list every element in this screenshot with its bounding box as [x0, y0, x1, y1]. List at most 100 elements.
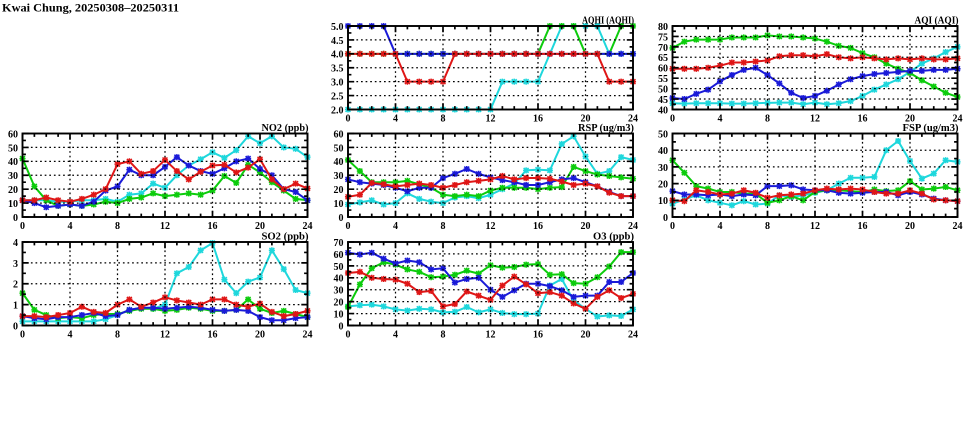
svg-text:60: 60 — [334, 250, 344, 261]
svg-text:0: 0 — [663, 213, 668, 224]
svg-text:16: 16 — [533, 330, 543, 341]
svg-text:50: 50 — [658, 129, 668, 140]
svg-text:16: 16 — [858, 114, 868, 125]
svg-text:0: 0 — [346, 330, 351, 341]
svg-text:40: 40 — [658, 146, 668, 157]
svg-text:50: 50 — [658, 85, 668, 96]
svg-text:3.0: 3.0 — [331, 78, 344, 89]
svg-text:12: 12 — [160, 221, 170, 232]
svg-text:12: 12 — [160, 330, 170, 341]
svg-text:24: 24 — [303, 330, 313, 341]
svg-text:16: 16 — [208, 221, 218, 232]
svg-text:45: 45 — [658, 95, 668, 106]
svg-text:70: 70 — [334, 238, 344, 249]
svg-text:16: 16 — [533, 114, 543, 125]
svg-text:O3 (ppb): O3 (ppb) — [593, 232, 635, 243]
svg-text:0: 0 — [13, 321, 18, 332]
svg-text:4.0: 4.0 — [331, 50, 344, 61]
svg-text:80: 80 — [658, 22, 668, 33]
svg-text:24: 24 — [303, 221, 313, 232]
svg-text:8: 8 — [765, 114, 770, 125]
svg-text:60: 60 — [8, 129, 18, 140]
svg-text:NO2 (ppb): NO2 (ppb) — [262, 123, 309, 134]
svg-text:24: 24 — [628, 330, 638, 341]
svg-text:30: 30 — [8, 171, 18, 182]
svg-text:20: 20 — [905, 221, 915, 232]
svg-text:8: 8 — [115, 330, 120, 341]
svg-text:20: 20 — [255, 221, 265, 232]
svg-text:2.5: 2.5 — [331, 91, 344, 102]
svg-text:24: 24 — [628, 221, 638, 232]
svg-text:16: 16 — [533, 221, 543, 232]
svg-text:4: 4 — [393, 330, 398, 341]
svg-text:8: 8 — [441, 330, 446, 341]
svg-text:60: 60 — [334, 129, 344, 140]
svg-text:24: 24 — [953, 114, 963, 125]
svg-text:0: 0 — [20, 221, 25, 232]
svg-text:4: 4 — [68, 330, 73, 341]
svg-text:3: 3 — [13, 259, 18, 270]
svg-text:30: 30 — [334, 171, 344, 182]
svg-text:65: 65 — [658, 53, 668, 64]
svg-text:4: 4 — [393, 221, 398, 232]
svg-text:20: 20 — [581, 330, 591, 341]
svg-text:AQHI (AQHI): AQHI (AQHI) — [582, 16, 634, 27]
svg-text:20: 20 — [581, 114, 591, 125]
svg-text:3.5: 3.5 — [331, 64, 344, 75]
svg-text:4: 4 — [13, 238, 18, 249]
svg-text:20: 20 — [905, 114, 915, 125]
svg-text:20: 20 — [255, 330, 265, 341]
svg-text:40: 40 — [8, 157, 18, 168]
svg-text:50: 50 — [8, 143, 18, 154]
svg-text:0: 0 — [346, 114, 351, 125]
svg-text:30: 30 — [334, 286, 344, 297]
svg-text:0: 0 — [670, 221, 675, 232]
svg-text:4: 4 — [68, 221, 73, 232]
svg-text:4: 4 — [718, 114, 723, 125]
svg-text:4.5: 4.5 — [331, 36, 344, 47]
svg-text:10: 10 — [334, 309, 344, 320]
svg-text:8: 8 — [441, 114, 446, 125]
svg-text:4: 4 — [718, 221, 723, 232]
svg-text:0: 0 — [670, 114, 675, 125]
svg-text:4: 4 — [393, 114, 398, 125]
svg-text:AQI (AQI): AQI (AQI) — [915, 16, 959, 27]
svg-text:12: 12 — [486, 221, 496, 232]
svg-text:20: 20 — [334, 185, 344, 196]
svg-text:10: 10 — [658, 196, 668, 207]
svg-text:24: 24 — [953, 221, 963, 232]
svg-text:12: 12 — [810, 221, 820, 232]
svg-text:75: 75 — [658, 32, 668, 43]
svg-text:10: 10 — [8, 199, 18, 210]
svg-text:20: 20 — [581, 221, 591, 232]
svg-text:SO2 (ppb): SO2 (ppb) — [262, 232, 309, 243]
svg-text:70: 70 — [658, 43, 668, 54]
svg-text:40: 40 — [334, 274, 344, 285]
svg-text:40: 40 — [658, 105, 668, 116]
svg-text:20: 20 — [658, 180, 668, 191]
svg-text:40: 40 — [334, 157, 344, 168]
svg-text:10: 10 — [334, 199, 344, 210]
svg-text:5.0: 5.0 — [331, 22, 344, 33]
svg-text:55: 55 — [658, 74, 668, 85]
svg-text:50: 50 — [334, 143, 344, 154]
svg-text:0: 0 — [339, 321, 344, 332]
svg-text:60: 60 — [658, 64, 668, 75]
svg-text:30: 30 — [658, 163, 668, 174]
svg-text:50: 50 — [334, 262, 344, 273]
svg-text:16: 16 — [858, 221, 868, 232]
svg-text:8: 8 — [441, 221, 446, 232]
svg-text:0: 0 — [20, 330, 25, 341]
svg-text:24: 24 — [628, 114, 638, 125]
svg-text:12: 12 — [810, 114, 820, 125]
svg-text:0: 0 — [346, 221, 351, 232]
svg-text:8: 8 — [765, 221, 770, 232]
svg-text:16: 16 — [208, 330, 218, 341]
svg-text:Kwai Chung, 20250308–20250311: Kwai Chung, 20250308–20250311 — [2, 3, 179, 15]
svg-text:0: 0 — [339, 213, 344, 224]
svg-text:2.0: 2.0 — [331, 105, 344, 116]
svg-text:0: 0 — [13, 213, 18, 224]
svg-text:20: 20 — [334, 298, 344, 309]
svg-text:12: 12 — [486, 330, 496, 341]
svg-text:2: 2 — [13, 280, 18, 291]
